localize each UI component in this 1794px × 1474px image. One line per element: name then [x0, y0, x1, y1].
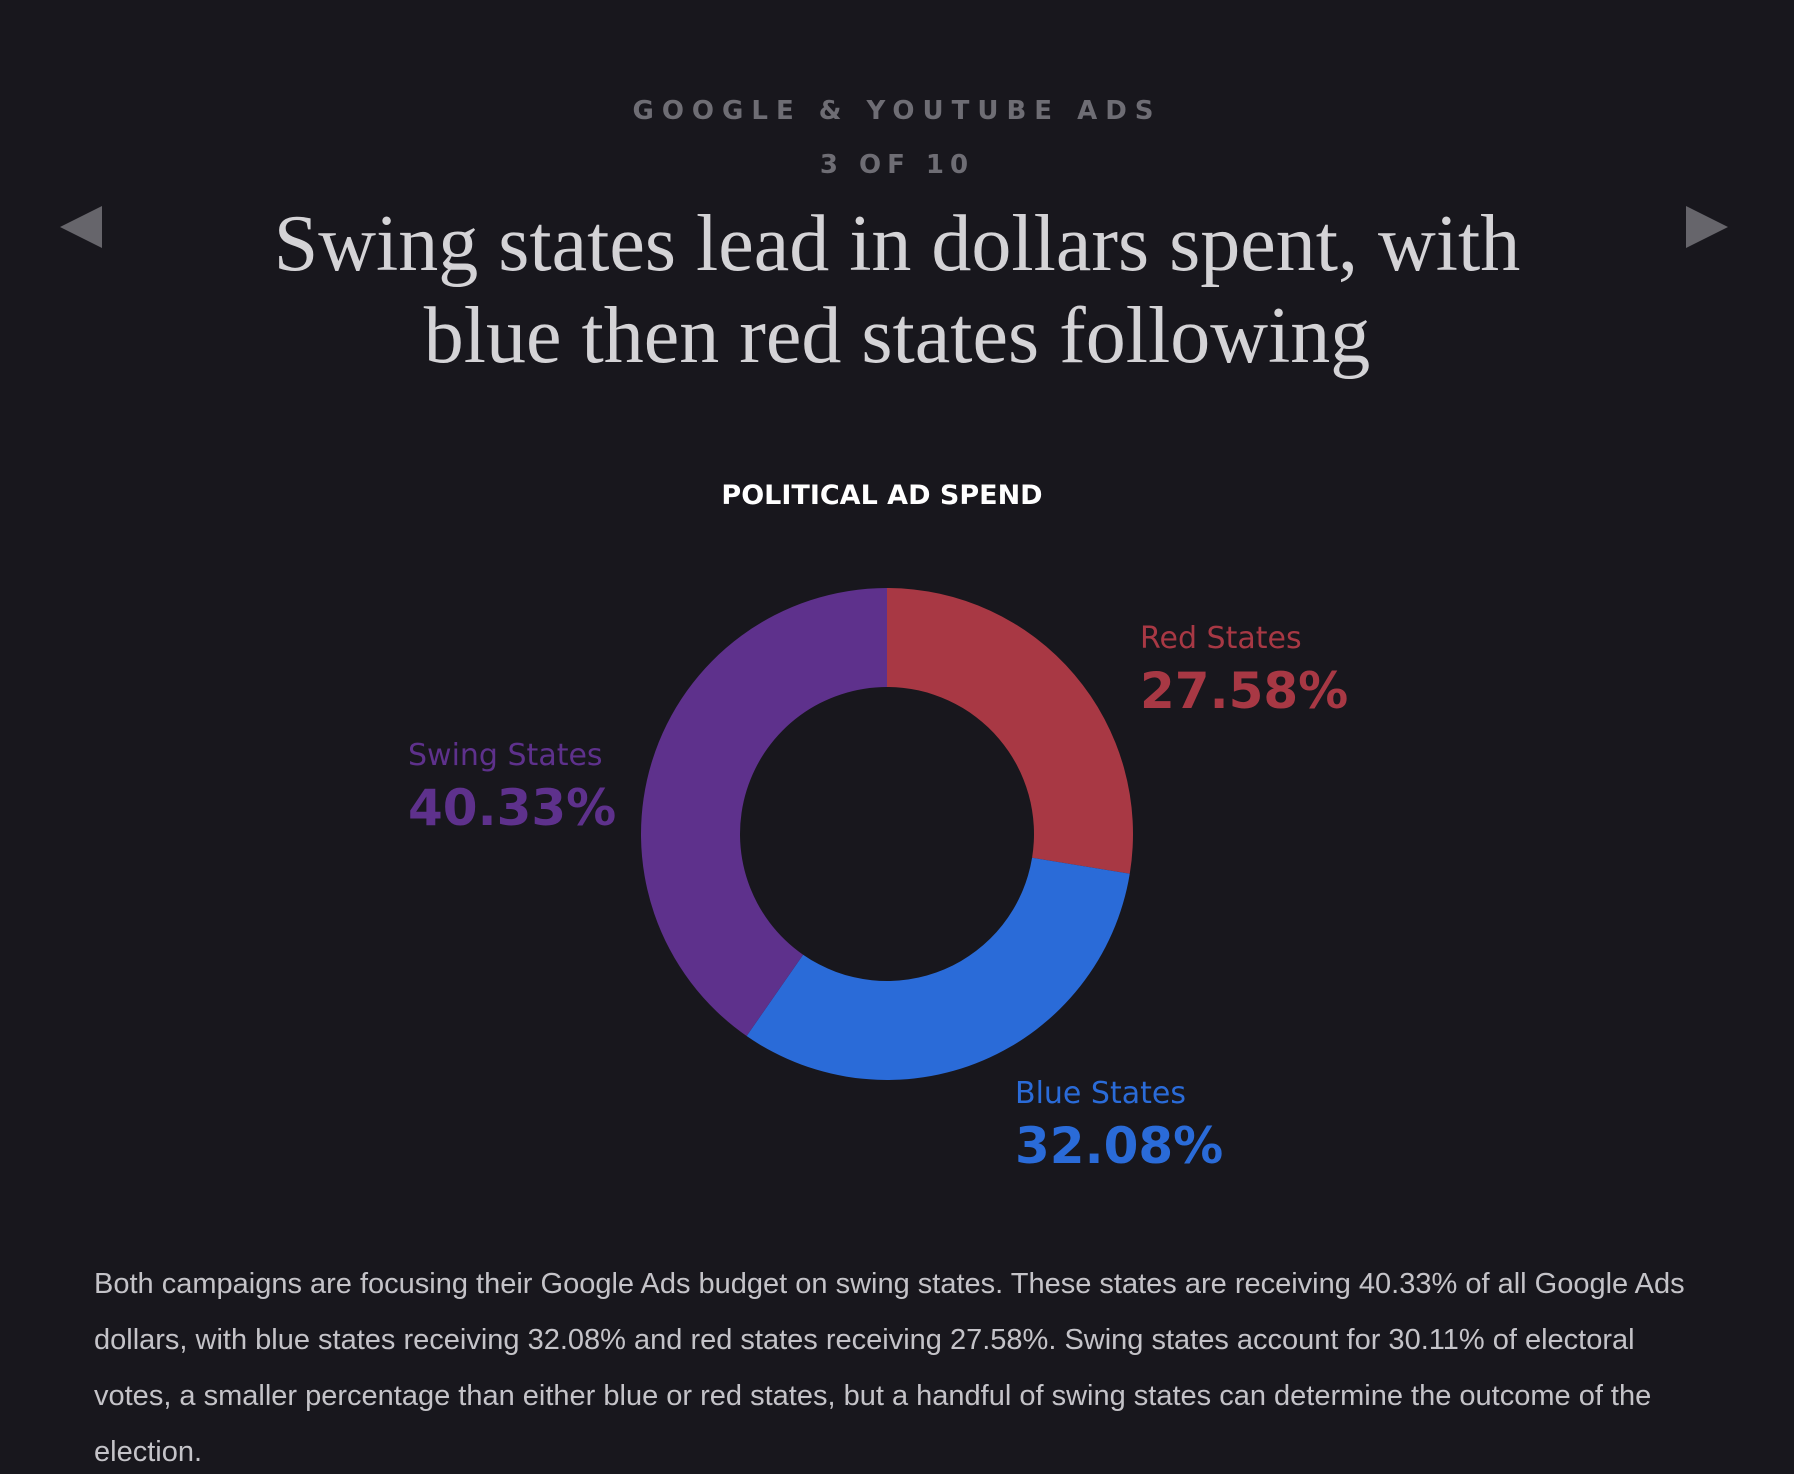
next-slide-button[interactable]: [1686, 206, 1728, 248]
slice-name-swing: Swing States: [408, 738, 603, 773]
slice-name-red: Red States: [1140, 621, 1302, 656]
slice-red-states: [887, 588, 1134, 874]
label-swing-states: Swing States 40.33%: [408, 738, 617, 837]
slice-swing-states: [640, 587, 887, 1037]
label-red-states: Red States 27.58%: [1140, 621, 1349, 720]
slice-value-swing: 40.33%: [408, 779, 617, 837]
slide-counter: 3 OF 10: [819, 150, 975, 180]
label-blue-states: Blue States 32.08%: [1015, 1076, 1224, 1175]
chart-title: POLITICAL AD SPEND: [721, 480, 1043, 511]
slice-value-red: 27.58%: [1140, 662, 1349, 720]
headline: Swing states lead in dollars spent, with…: [273, 200, 1521, 380]
slice-blue-states: [746, 857, 1130, 1081]
section-label: GOOGLE & YOUTUBE ADS: [632, 96, 1162, 126]
slice-value-blue: 32.08%: [1015, 1117, 1224, 1175]
prev-slide-button[interactable]: [60, 206, 102, 248]
slice-name-blue: Blue States: [1015, 1076, 1186, 1111]
chart-caption: Both campaigns are focusing their Google…: [94, 1268, 1685, 1468]
